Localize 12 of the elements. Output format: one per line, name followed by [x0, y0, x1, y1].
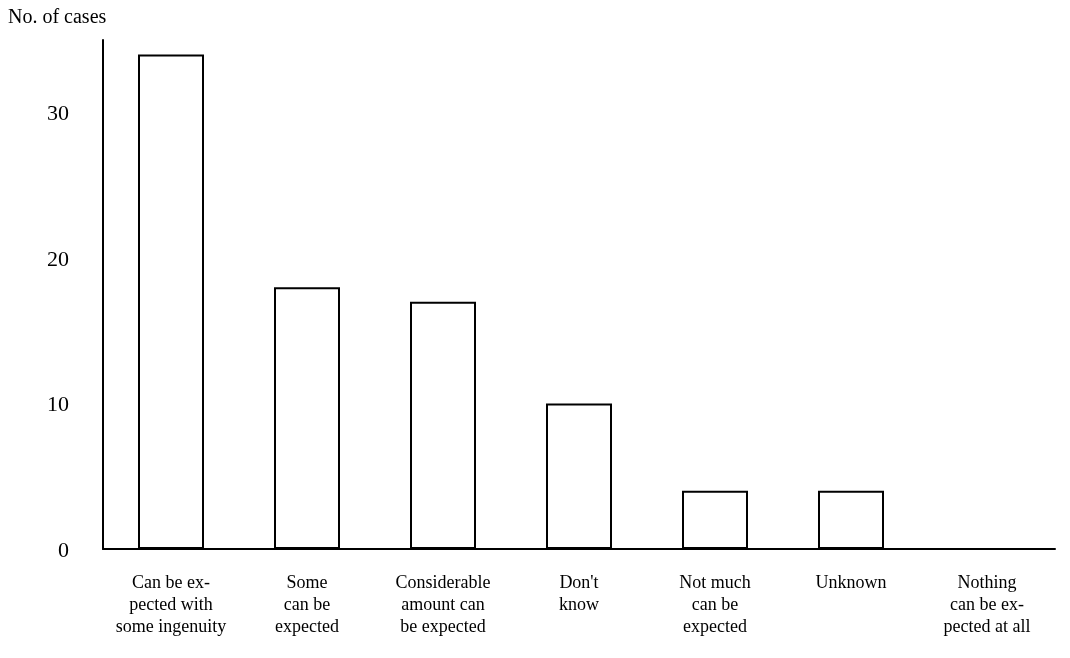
- y-axis-title: No. of cases: [8, 5, 107, 27]
- y-tick-label: 0: [58, 536, 69, 562]
- x-tick-label: Can be ex- pected with some ingenuity: [115, 572, 227, 636]
- x-tick-label: Nothing can be ex- pected at all: [943, 572, 1031, 636]
- y-tick-label: 30: [47, 100, 69, 126]
- y-tick-label: 20: [47, 245, 69, 271]
- x-tick-label: Don't know: [559, 572, 599, 614]
- x-tick-label: Considerable amount can be expected: [395, 572, 491, 636]
- x-tick-label: Not much can be expected: [679, 572, 751, 636]
- x-tick-label: Some can be expected: [275, 572, 339, 636]
- x-tick-label: Unknown: [815, 572, 887, 592]
- y-tick-label: 10: [47, 391, 69, 417]
